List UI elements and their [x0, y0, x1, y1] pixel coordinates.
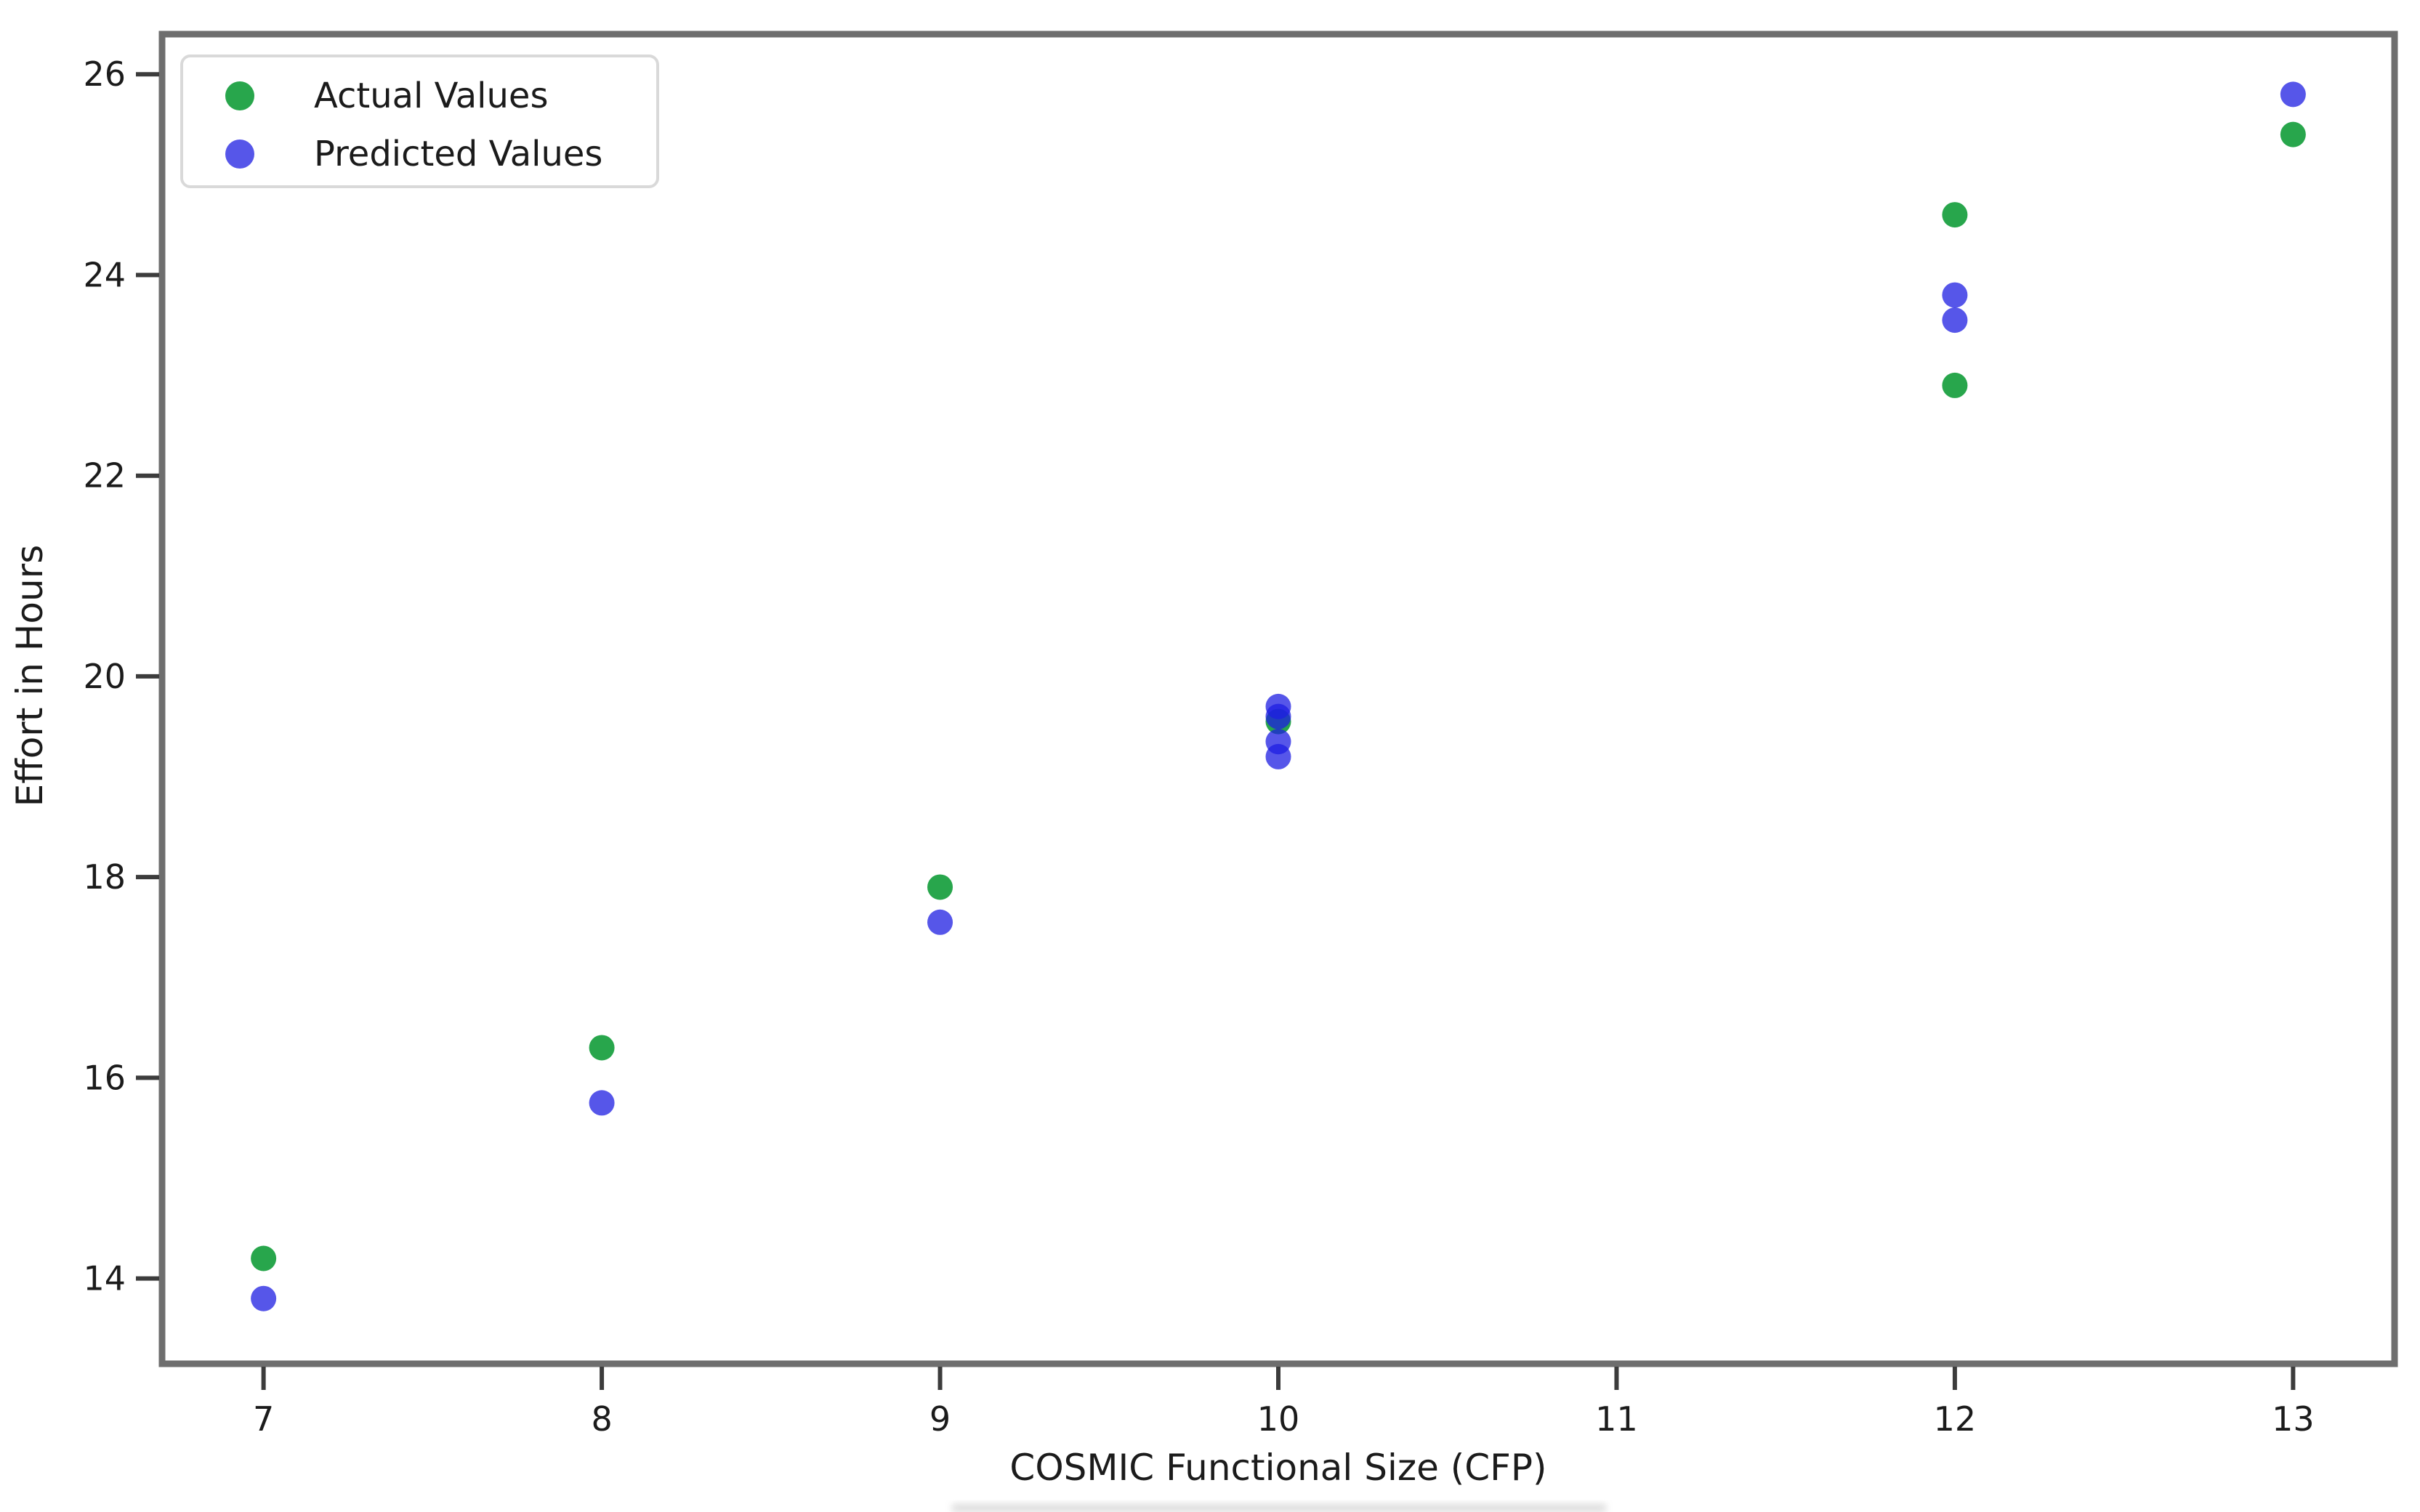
x-axis: 7 8 9 10 11 12 13: [253, 1367, 2315, 1439]
scatter-point-predicted: [1265, 743, 1291, 769]
y-axis-label: Effort in Hours: [9, 545, 51, 807]
x-tick-label: 8: [591, 1399, 612, 1439]
cropped-caption-artifact: [952, 1504, 1606, 1512]
x-tick-label: 10: [1257, 1399, 1300, 1439]
scatter-point-predicted: [589, 1090, 615, 1116]
x-tick-label: 9: [929, 1399, 951, 1439]
scatter-point-predicted: [1942, 282, 1968, 308]
scatter-points: [251, 81, 2306, 1311]
legend-label-actual: Actual Values: [314, 76, 548, 116]
y-axis: 14 16 18 20 22 24 26: [83, 54, 159, 1298]
scatter-point-predicted: [251, 1285, 277, 1311]
legend-label-predicted: Predicted Values: [314, 134, 602, 174]
scatter-point-predicted: [1265, 703, 1291, 729]
scatter-point-actual: [251, 1245, 277, 1272]
legend-swatch-actual: [225, 81, 254, 110]
y-tick-label: 20: [83, 657, 126, 696]
scatter-point-predicted: [927, 909, 953, 935]
x-tick-label: 11: [1595, 1399, 1638, 1439]
y-tick-label: 26: [83, 54, 126, 94]
legend: Actual Values Predicted Values: [180, 54, 659, 188]
scatter-point-actual: [1942, 202, 1968, 228]
scatter-point-actual: [1942, 372, 1968, 398]
x-tick-label: 13: [2272, 1399, 2315, 1439]
y-tick-label: 22: [83, 456, 126, 496]
scatter-point-predicted: [2280, 81, 2306, 108]
legend-box: [180, 54, 659, 188]
y-tick-label: 14: [83, 1259, 126, 1298]
x-axis-label: COSMIC Functional Size (CFP): [1009, 1447, 1546, 1489]
scatter-point-actual: [589, 1035, 615, 1061]
scatter-point-actual: [927, 874, 953, 900]
scatter-point-predicted: [1942, 307, 1968, 333]
x-tick-label: 7: [253, 1399, 274, 1439]
y-tick-label: 16: [83, 1058, 126, 1097]
legend-swatch-predicted: [225, 140, 254, 169]
scatter-point-actual: [2280, 121, 2306, 147]
axes-spines: [158, 31, 2398, 1367]
x-tick-label: 12: [1934, 1399, 1977, 1439]
y-tick-label: 24: [83, 255, 126, 294]
y-tick-label: 18: [83, 857, 126, 897]
